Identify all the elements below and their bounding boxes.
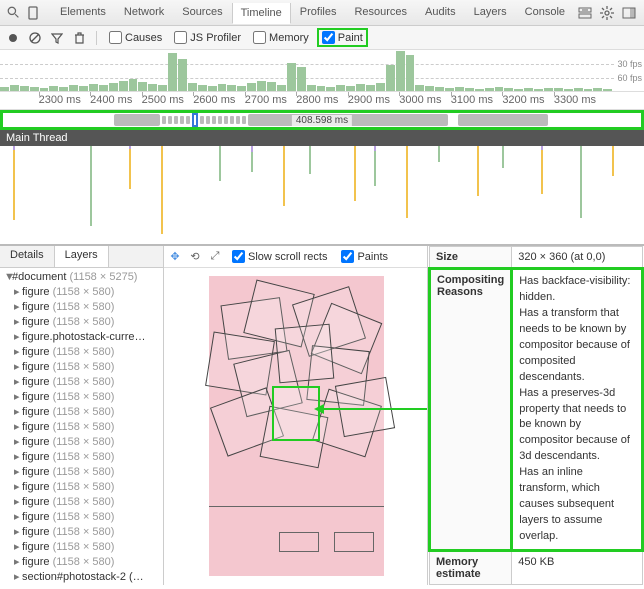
prop-reasons-key: Compositing Reasons	[430, 269, 512, 551]
tab-layers[interactable]: Layers	[465, 2, 516, 23]
properties-table: Size320 × 360 (at 0,0) Compositing Reaso…	[428, 246, 644, 585]
bottom-panel: Details Layers ▼#document (1158 × 5275)▸…	[0, 246, 644, 585]
drawer-icon[interactable]	[577, 5, 593, 21]
ruler-tick: 3200 ms	[502, 94, 544, 106]
causes-checkbox[interactable]: Causes	[105, 31, 166, 44]
record-icon[interactable]	[6, 31, 20, 45]
pan-icon[interactable]: ✥	[168, 250, 182, 264]
tab-resources[interactable]: Resources	[345, 2, 416, 23]
detail-tabs: Details Layers	[0, 246, 163, 268]
filter-icon[interactable]	[50, 31, 64, 45]
dock-icon[interactable]	[621, 5, 637, 21]
layer-toolbar: ✥ ⟲ ⤢ Slow scroll rects Paints	[164, 246, 427, 268]
tree-row[interactable]: ▸figure (1158 × 580)	[0, 375, 163, 390]
ruler-tick: 2600 ms	[193, 94, 235, 106]
selected-layer[interactable]	[272, 386, 320, 441]
ruler-tick: 2700 ms	[245, 94, 287, 106]
memory-checkbox[interactable]: Memory	[249, 31, 313, 44]
annotation-arrow-head	[314, 404, 324, 414]
devtools-toolbar: ElementsNetworkSourcesTimelineProfilesRe…	[0, 0, 644, 26]
prop-slow-val	[512, 584, 643, 585]
prop-size-val: 320 × 360 (at 0,0)	[512, 247, 643, 269]
ruler-tick: 3100 ms	[451, 94, 493, 106]
ruler-tick: 2800 ms	[296, 94, 338, 106]
prop-mem-val: 450 KB	[512, 550, 643, 584]
prop-size-key: Size	[430, 247, 512, 269]
prop-mem-key: Memory estimate	[430, 550, 512, 584]
clear-icon[interactable]	[28, 31, 42, 45]
fps-30-label: 30 fps	[617, 59, 642, 69]
divider	[96, 31, 97, 45]
tree-row[interactable]: ▸figure.photostack-curre…	[0, 330, 163, 345]
prop-reasons-val: Has backface-visibility: hidden. Has a t…	[512, 269, 643, 551]
reset-icon[interactable]: ⤢	[208, 250, 222, 264]
ruler-tick: 2300 ms	[39, 94, 81, 106]
tree-root[interactable]: ▼#document (1158 × 5275)	[0, 270, 163, 285]
tree-row[interactable]: ▸figure (1158 × 580)	[0, 450, 163, 465]
ruler-tick: 2900 ms	[348, 94, 390, 106]
tree-row[interactable]: ▸figure (1158 × 580)	[0, 555, 163, 570]
layer-properties: Size320 × 360 (at 0,0) Compositing Reaso…	[428, 246, 644, 585]
ruler-tick: 3300 ms	[554, 94, 596, 106]
timeline-ruler[interactable]: 2300 ms 2400 ms 2500 ms 2600 ms 2700 ms 2800 …	[0, 92, 644, 110]
overview-strip[interactable]: 408.598 ms	[0, 110, 644, 130]
tab-console[interactable]: Console	[516, 2, 574, 23]
rotate-icon[interactable]: ⟲	[188, 250, 202, 264]
tree-row[interactable]: ▸figure (1158 × 580)	[0, 405, 163, 420]
layer-rect	[334, 532, 374, 552]
overview-selection[interactable]	[192, 113, 198, 127]
fps-chart[interactable]: 30 fps 60 fps	[0, 50, 644, 92]
slow-scroll-checkbox[interactable]: Slow scroll rects	[228, 250, 331, 263]
tree-row[interactable]: ▸figure (1158 × 580)	[0, 465, 163, 480]
tab-layers[interactable]: Layers	[55, 246, 109, 267]
tree-row[interactable]: ▸figure (1158 × 580)	[0, 510, 163, 525]
panel-tabs: ElementsNetworkSourcesTimelineProfilesRe…	[51, 2, 574, 23]
ruler-tick: 3000 ms	[399, 94, 441, 106]
tree-row[interactable]: ▸figure (1158 × 580)	[0, 480, 163, 495]
paints-checkbox[interactable]: Paints	[337, 250, 392, 263]
jsprofiler-checkbox[interactable]: JS Profiler	[170, 31, 245, 44]
garbage-icon[interactable]	[72, 31, 86, 45]
tree-row[interactable]: ▸figure (1158 × 580)	[0, 285, 163, 300]
layer-view[interactable]	[164, 268, 427, 585]
layer-rect[interactable]	[275, 324, 335, 384]
ruler-tick: 2500 ms	[142, 94, 184, 106]
timeline-toolbar: Causes JS Profiler Memory Paint	[0, 26, 644, 50]
tab-elements[interactable]: Elements	[51, 2, 115, 23]
layers-tree[interactable]: ▼#document (1158 × 5275)▸figure (1158 × …	[0, 268, 163, 585]
flamechart[interactable]	[0, 146, 644, 246]
layer-rect[interactable]	[335, 377, 395, 437]
tab-network[interactable]: Network	[115, 2, 173, 23]
tree-row[interactable]: ▸figure (1158 × 580)	[0, 435, 163, 450]
layer-rect	[279, 532, 319, 552]
gear-icon[interactable]	[599, 5, 615, 21]
paint-checkbox[interactable]: Paint	[317, 28, 368, 47]
tab-sources[interactable]: Sources	[173, 2, 231, 23]
prop-slow-key: Slow scroll regions	[430, 584, 512, 585]
tree-row[interactable]: ▸figure (1158 × 580)	[0, 345, 163, 360]
tab-profiles[interactable]: Profiles	[291, 2, 346, 23]
tree-row[interactable]: ▸section#photostack-2 (…	[0, 570, 163, 585]
tree-row[interactable]: ▸figure (1158 × 580)	[0, 300, 163, 315]
tree-row[interactable]: ▸figure (1158 × 580)	[0, 360, 163, 375]
annotation-arrow	[322, 408, 427, 410]
tree-row[interactable]: ▸figure (1158 × 580)	[0, 420, 163, 435]
main-thread-header: Main Thread	[0, 130, 644, 146]
layers-tree-panel: Details Layers ▼#document (1158 × 5275)▸…	[0, 246, 164, 585]
fps-60-label: 60 fps	[617, 73, 642, 83]
tree-row[interactable]: ▸figure (1158 × 580)	[0, 525, 163, 540]
tree-row[interactable]: ▸figure (1158 × 580)	[0, 495, 163, 510]
search-icon[interactable]	[7, 5, 21, 21]
tab-timeline[interactable]: Timeline	[232, 3, 291, 24]
tab-details[interactable]: Details	[0, 246, 55, 267]
tree-row[interactable]: ▸figure (1158 × 580)	[0, 315, 163, 330]
tab-audits[interactable]: Audits	[416, 2, 465, 23]
tree-row[interactable]: ▸figure (1158 × 580)	[0, 390, 163, 405]
ruler-tick: 2400 ms	[90, 94, 132, 106]
layer-view-panel: ✥ ⟲ ⤢ Slow scroll rects Paints	[164, 246, 428, 585]
device-icon[interactable]	[27, 5, 41, 21]
overview-duration: 408.598 ms	[292, 115, 352, 126]
tree-row[interactable]: ▸figure (1158 × 580)	[0, 540, 163, 555]
